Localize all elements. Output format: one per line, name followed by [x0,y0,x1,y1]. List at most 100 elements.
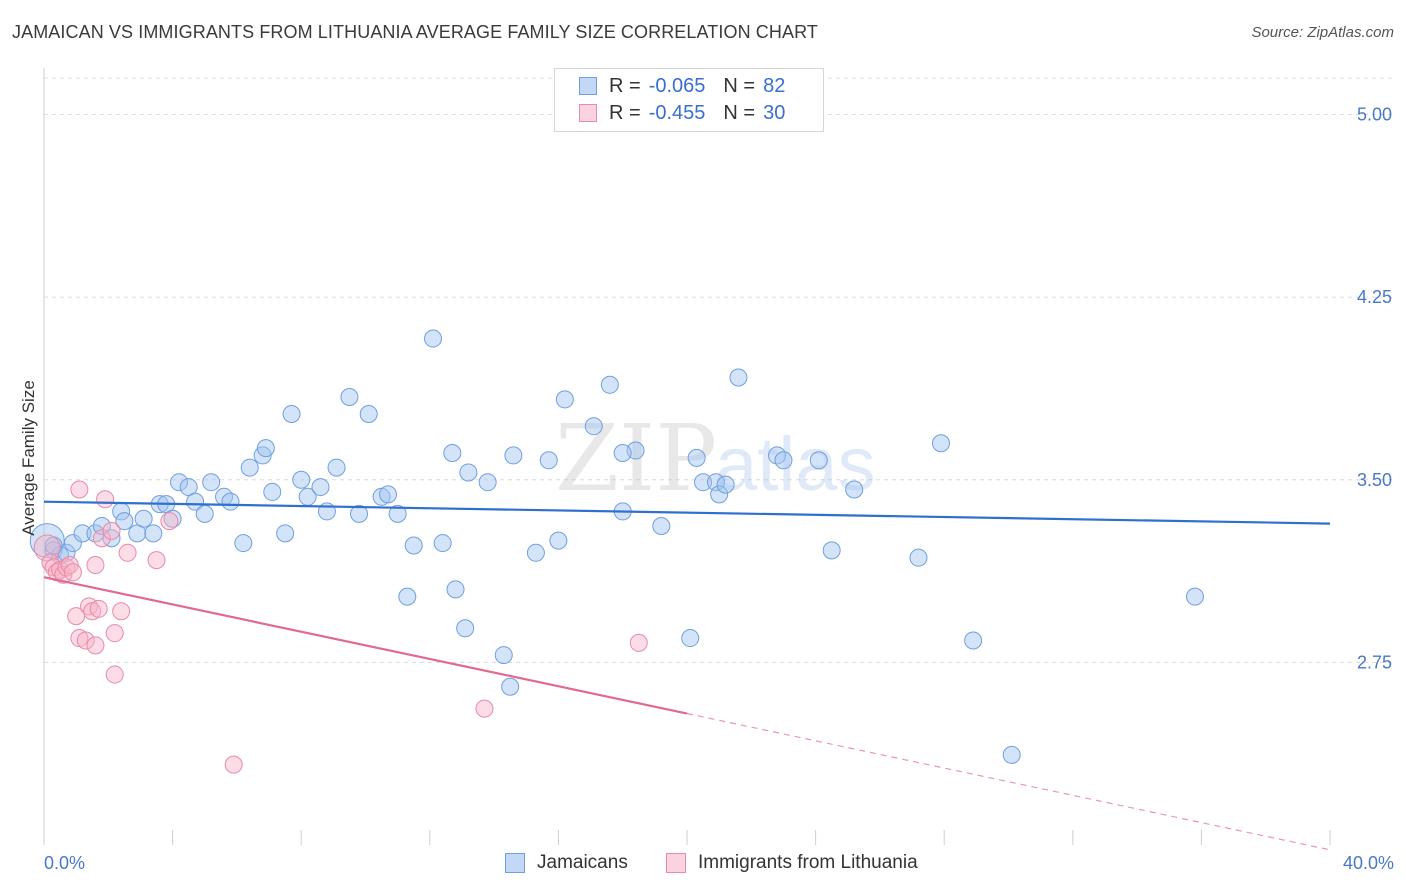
bottom-legend-label: Jamaicans [537,852,628,873]
jamaicans-point [186,492,205,511]
y-tick-label: 3.50 [1357,470,1392,490]
jamaicans-point [350,504,369,523]
jamaicans-point [681,629,700,648]
jamaicans-point [504,446,523,465]
jamaicans-point [240,458,259,477]
legend-swatch-pink [579,104,597,122]
lithuania-trend-extension [686,712,1331,851]
jamaicans-point [234,534,253,553]
lithuania-point [147,551,166,570]
legend-n-label: N = [723,101,756,124]
watermark-zip: ZIP [555,405,717,512]
jamaicans-point [456,619,475,638]
lithuania-point [89,599,108,618]
legend-r-value: -0.455 [648,101,706,124]
legend-r-value: -0.065 [648,74,706,97]
lithuania-trend-line [43,576,688,715]
jamaicans-point [446,580,465,599]
jamaicans-point [195,504,214,523]
jamaicans-point [170,473,189,492]
lithuania-point [96,490,115,509]
lithuania-point [105,624,124,643]
bottom-legend-lithuania: Immigrants from Lithuania [666,852,918,874]
jamaicans-point [539,451,558,470]
jamaicans-point [359,405,378,424]
jamaicans-point [282,405,301,424]
lithuania-point [86,555,105,574]
x-tick-label: 0.0% [44,853,85,873]
jamaicans-point [221,492,240,511]
jamaicans-point [809,451,828,470]
jamaicans-point [687,448,706,467]
trend-lines [43,500,1331,851]
jamaicans-point [163,509,182,528]
lithuania-point [92,529,111,548]
legend-n-label: N = [723,74,756,97]
jamaicans-point [710,485,729,504]
grid-lines [44,77,1392,663]
jamaicans-point [478,473,497,492]
jamaicans-point [501,677,520,696]
jamaicans-point [102,529,121,548]
x-tick-label: 40.0% [1343,853,1394,873]
legend-n-value: 30 [763,101,786,124]
jamaicans-point [144,524,163,543]
jamaicans-point [256,439,275,458]
lithuania-point [86,636,105,655]
jamaicans-point [729,368,748,387]
jamaicans-point [379,485,398,504]
y-tick-label: 4.25 [1357,287,1392,307]
chart-title: JAMAICAN VS IMMIGRANTS FROM LITHUANIA AV… [12,22,818,42]
lithuania-point [76,631,95,650]
jamaicans-point [549,531,568,550]
jamaicans-point [263,482,282,501]
legend-row-lithuania: R = -0.455 N = 30 [579,100,785,126]
correlation-legend: R = -0.065 N = 82 R = -0.455 N = 30 [554,68,824,132]
jamaicans-point [443,443,462,462]
jamaicans-point [1002,745,1021,764]
jamaicans-point [909,548,928,567]
y-tick-label: 5.00 [1357,105,1392,125]
lithuania-point [224,755,243,774]
jamaicans-point [613,443,632,462]
watermark-atlas: atlas [715,422,876,507]
lithuania-point [118,543,137,562]
jamaicans-point [1185,587,1204,606]
legend-r-label: R = [609,74,641,97]
jamaicans-point [311,478,330,497]
lithuania-point [629,633,648,652]
lithuania-point [70,480,89,499]
jamaicans-point [292,470,311,489]
jamaicans-point [822,541,841,560]
y-axis-label: Average Family Size [19,380,38,536]
bottom-legend-swatch-pink [666,853,686,873]
bottom-legend-jamaicans: Jamaicans [505,852,628,874]
jamaicans-point [526,543,545,562]
jamaicans-point [931,434,950,453]
jamaicans-point [845,480,864,499]
bottom-legend-label: Immigrants from Lithuania [698,852,918,873]
jamaicans-trend-line [43,500,1331,525]
jamaicans-point [276,524,295,543]
tick-labels: 2.75 3.50 4.25 5.00 0.0% 40.0% [44,105,1394,873]
jamaicans-point [716,475,735,494]
bottom-legend-swatch-blue [505,853,525,873]
lithuania-point [112,602,131,621]
legend-n-value: 82 [763,74,786,97]
source-label: Source: ZipAtlas.com [1251,24,1394,41]
lithuania-point [41,553,60,572]
jamaicans-point [73,524,92,543]
jamaicans-point [433,534,452,553]
jamaicans-points [29,329,1204,764]
jamaicans-point [202,473,221,492]
jamaicans-point [584,417,603,436]
lithuania-point [160,512,179,531]
jamaicans-point [459,463,478,482]
jamaicans-point [694,473,713,492]
jamaicans-point [63,534,82,553]
y-tick-label: 2.75 [1357,652,1392,672]
jamaicans-point [652,517,671,536]
lithuania-point [102,521,121,540]
jamaicans-point [404,536,423,555]
